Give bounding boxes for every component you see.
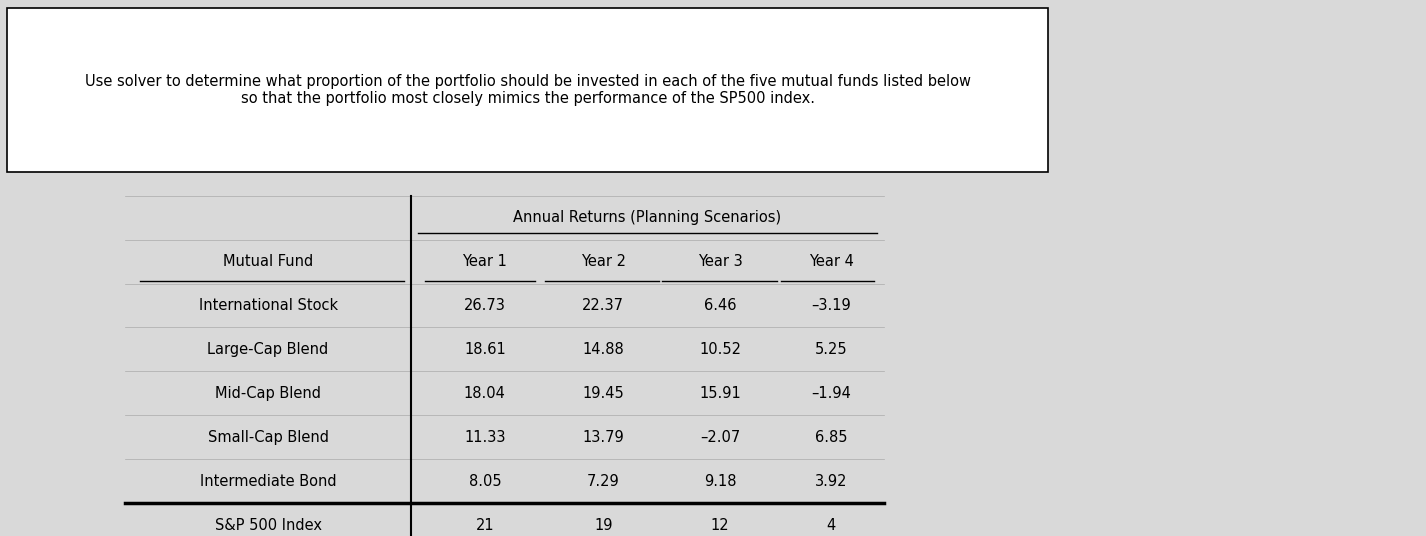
Text: 13.79: 13.79 xyxy=(582,430,625,445)
Text: 3.92: 3.92 xyxy=(816,474,847,489)
Text: 4: 4 xyxy=(827,518,836,533)
Text: –1.94: –1.94 xyxy=(811,386,851,401)
Text: 26.73: 26.73 xyxy=(463,298,506,313)
Text: Year 4: Year 4 xyxy=(809,254,854,269)
Text: Large-Cap Blend: Large-Cap Blend xyxy=(207,342,329,357)
Text: 15.91: 15.91 xyxy=(699,386,742,401)
Text: 12: 12 xyxy=(710,518,730,533)
Text: 18.61: 18.61 xyxy=(463,342,506,357)
Text: International Stock: International Stock xyxy=(198,298,338,313)
Text: 21: 21 xyxy=(475,518,495,533)
Text: 8.05: 8.05 xyxy=(469,474,501,489)
Text: Year 1: Year 1 xyxy=(462,254,508,269)
Text: 19: 19 xyxy=(595,518,612,533)
Text: 11.33: 11.33 xyxy=(463,430,506,445)
Text: Year 3: Year 3 xyxy=(697,254,743,269)
Text: –2.07: –2.07 xyxy=(700,430,740,445)
Text: S&P 500 Index: S&P 500 Index xyxy=(214,518,322,533)
Text: 22.37: 22.37 xyxy=(582,298,625,313)
Text: 5.25: 5.25 xyxy=(816,342,847,357)
Text: 9.18: 9.18 xyxy=(704,474,736,489)
Text: Annual Returns (Planning Scenarios): Annual Returns (Planning Scenarios) xyxy=(513,210,781,225)
Text: 19.45: 19.45 xyxy=(582,386,625,401)
Text: Intermediate Bond: Intermediate Bond xyxy=(200,474,337,489)
Text: Mid-Cap Blend: Mid-Cap Blend xyxy=(215,386,321,401)
Text: Year 2: Year 2 xyxy=(580,254,626,269)
Text: Mutual Fund: Mutual Fund xyxy=(222,254,314,269)
Text: –3.19: –3.19 xyxy=(811,298,851,313)
Text: 7.29: 7.29 xyxy=(588,474,619,489)
Text: Small-Cap Blend: Small-Cap Blend xyxy=(208,430,328,445)
Text: 10.52: 10.52 xyxy=(699,342,742,357)
Text: Use solver to determine what proportion of the portfolio should be invested in e: Use solver to determine what proportion … xyxy=(84,73,971,106)
Text: 6.46: 6.46 xyxy=(704,298,736,313)
Text: 18.04: 18.04 xyxy=(463,386,506,401)
Text: 6.85: 6.85 xyxy=(816,430,847,445)
Text: 14.88: 14.88 xyxy=(582,342,625,357)
